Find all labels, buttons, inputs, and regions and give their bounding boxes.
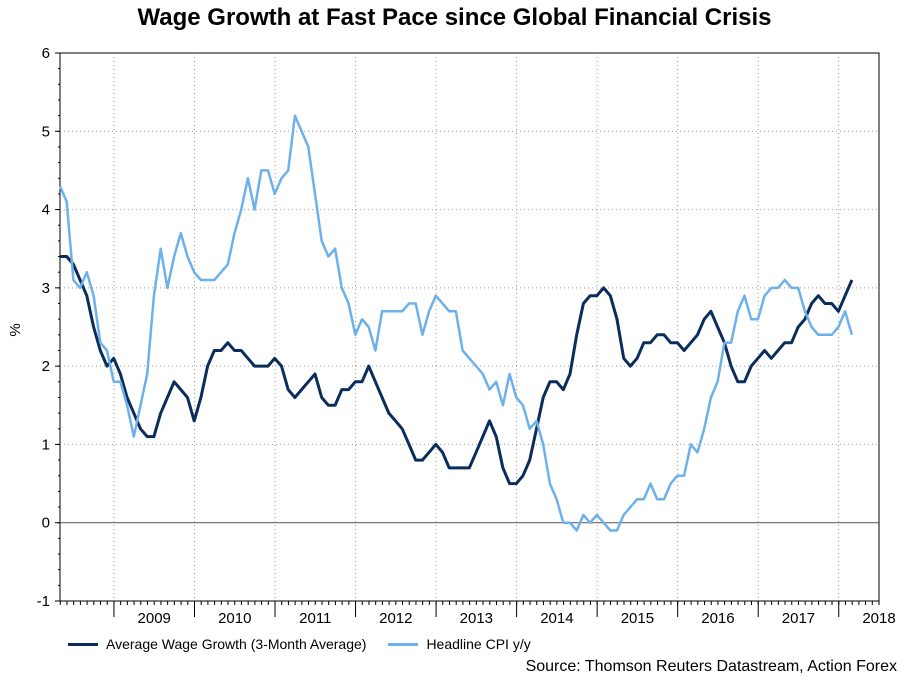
y-axis: -1 0 1 2 3 4 5 6 — [37, 45, 60, 610]
y-tick-label: 2 — [42, 358, 50, 375]
legend-item-wage: Average Wage Growth (3-Month Average) — [68, 636, 366, 652]
x-tick-label: 2016 — [701, 610, 734, 627]
legend-label-cpi: Headline CPI y/y — [426, 636, 531, 652]
series-lines — [58, 114, 854, 532]
series-line-cpi — [58, 114, 854, 532]
x-tick-label: 2015 — [621, 610, 654, 627]
x-tick-label: 2018 — [862, 610, 895, 627]
y-axis-label: % — [7, 323, 24, 336]
x-tick-label: 2013 — [460, 610, 493, 627]
x-axis: 2009 2010 2011 2012 2013 2014 2015 2016 2017 2018 — [59, 601, 896, 627]
grid — [60, 53, 879, 601]
legend-item-cpi: Headline CPI y/y — [388, 636, 531, 652]
chart-title: Wage Growth at Fast Pace since Global Fi… — [137, 4, 772, 31]
y-tick-label: 1 — [42, 436, 50, 453]
x-tick-label: 2010 — [218, 610, 251, 627]
y-tick-label: 5 — [42, 123, 50, 140]
legend-swatch-cpi — [388, 642, 419, 646]
source-note: Source: Thomson Reuters Datastream, Acti… — [525, 658, 897, 675]
y-tick-label: 4 — [42, 202, 50, 219]
legend: Average Wage Growth (3-Month Average) He… — [68, 636, 531, 652]
y-tick-label: 0 — [42, 515, 50, 532]
series-line-wage — [60, 255, 854, 486]
x-tick-label: 2014 — [540, 610, 573, 627]
y-tick-label: 3 — [42, 280, 50, 297]
legend-swatch-wage — [68, 642, 98, 646]
y-tick-label: -1 — [37, 593, 50, 610]
x-tick-label: 2011 — [299, 610, 331, 627]
x-tick-label: 2009 — [138, 610, 171, 627]
legend-label-wage: Average Wage Growth (3-Month Average) — [106, 636, 367, 652]
y-tick-label: 6 — [42, 45, 50, 62]
x-tick-label: 2012 — [379, 610, 412, 627]
plot-area — [59, 52, 880, 602]
x-tick-label: 2017 — [782, 610, 815, 627]
